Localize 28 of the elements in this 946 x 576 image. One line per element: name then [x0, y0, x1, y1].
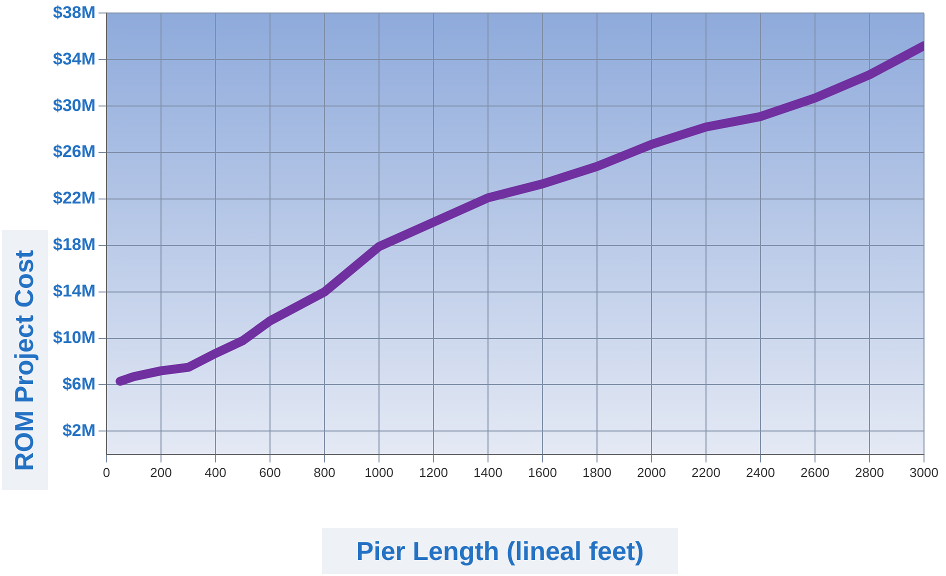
- x-tick-label: 3000: [910, 464, 938, 480]
- x-tick-label: 0: [102, 464, 110, 480]
- y-tick-label: $22M: [52, 188, 96, 208]
- y-tick-label: $18M: [52, 235, 96, 254]
- x-tick-label: 1000: [364, 464, 394, 480]
- x-tick-label: 800: [314, 464, 336, 480]
- y-tick-label: $6M: [62, 374, 96, 394]
- y-tick-label: $14M: [52, 282, 96, 301]
- y-tick-label: $34M: [52, 49, 96, 68]
- x-tick-label: 2400: [746, 464, 775, 480]
- x-tick-label: 1200: [419, 464, 448, 480]
- y-tick-label: $26M: [52, 142, 96, 162]
- x-tick-label: 1800: [582, 464, 612, 480]
- x-tick-label: 1600: [528, 464, 557, 480]
- y-tick-label: $2M: [62, 420, 96, 440]
- x-tick-label: 2800: [855, 464, 884, 480]
- x-tick-label: 2000: [637, 464, 666, 480]
- x-tick-label: 400: [204, 464, 226, 480]
- x-tick-label: 600: [259, 464, 281, 480]
- y-tick-label: $30M: [52, 96, 96, 115]
- x-tick-label: 2600: [800, 464, 830, 480]
- x-tick-label: 200: [150, 464, 172, 480]
- y-tick-label: $38M: [52, 2, 96, 22]
- x-axis-title: Pier Length (lineal feet): [322, 528, 678, 574]
- y-tick-label: $10M: [52, 328, 96, 347]
- y-axis-title: ROM Project Cost: [10, 249, 40, 471]
- x-tick-label: 1400: [474, 464, 502, 480]
- x-tick-label: 2200: [692, 464, 720, 480]
